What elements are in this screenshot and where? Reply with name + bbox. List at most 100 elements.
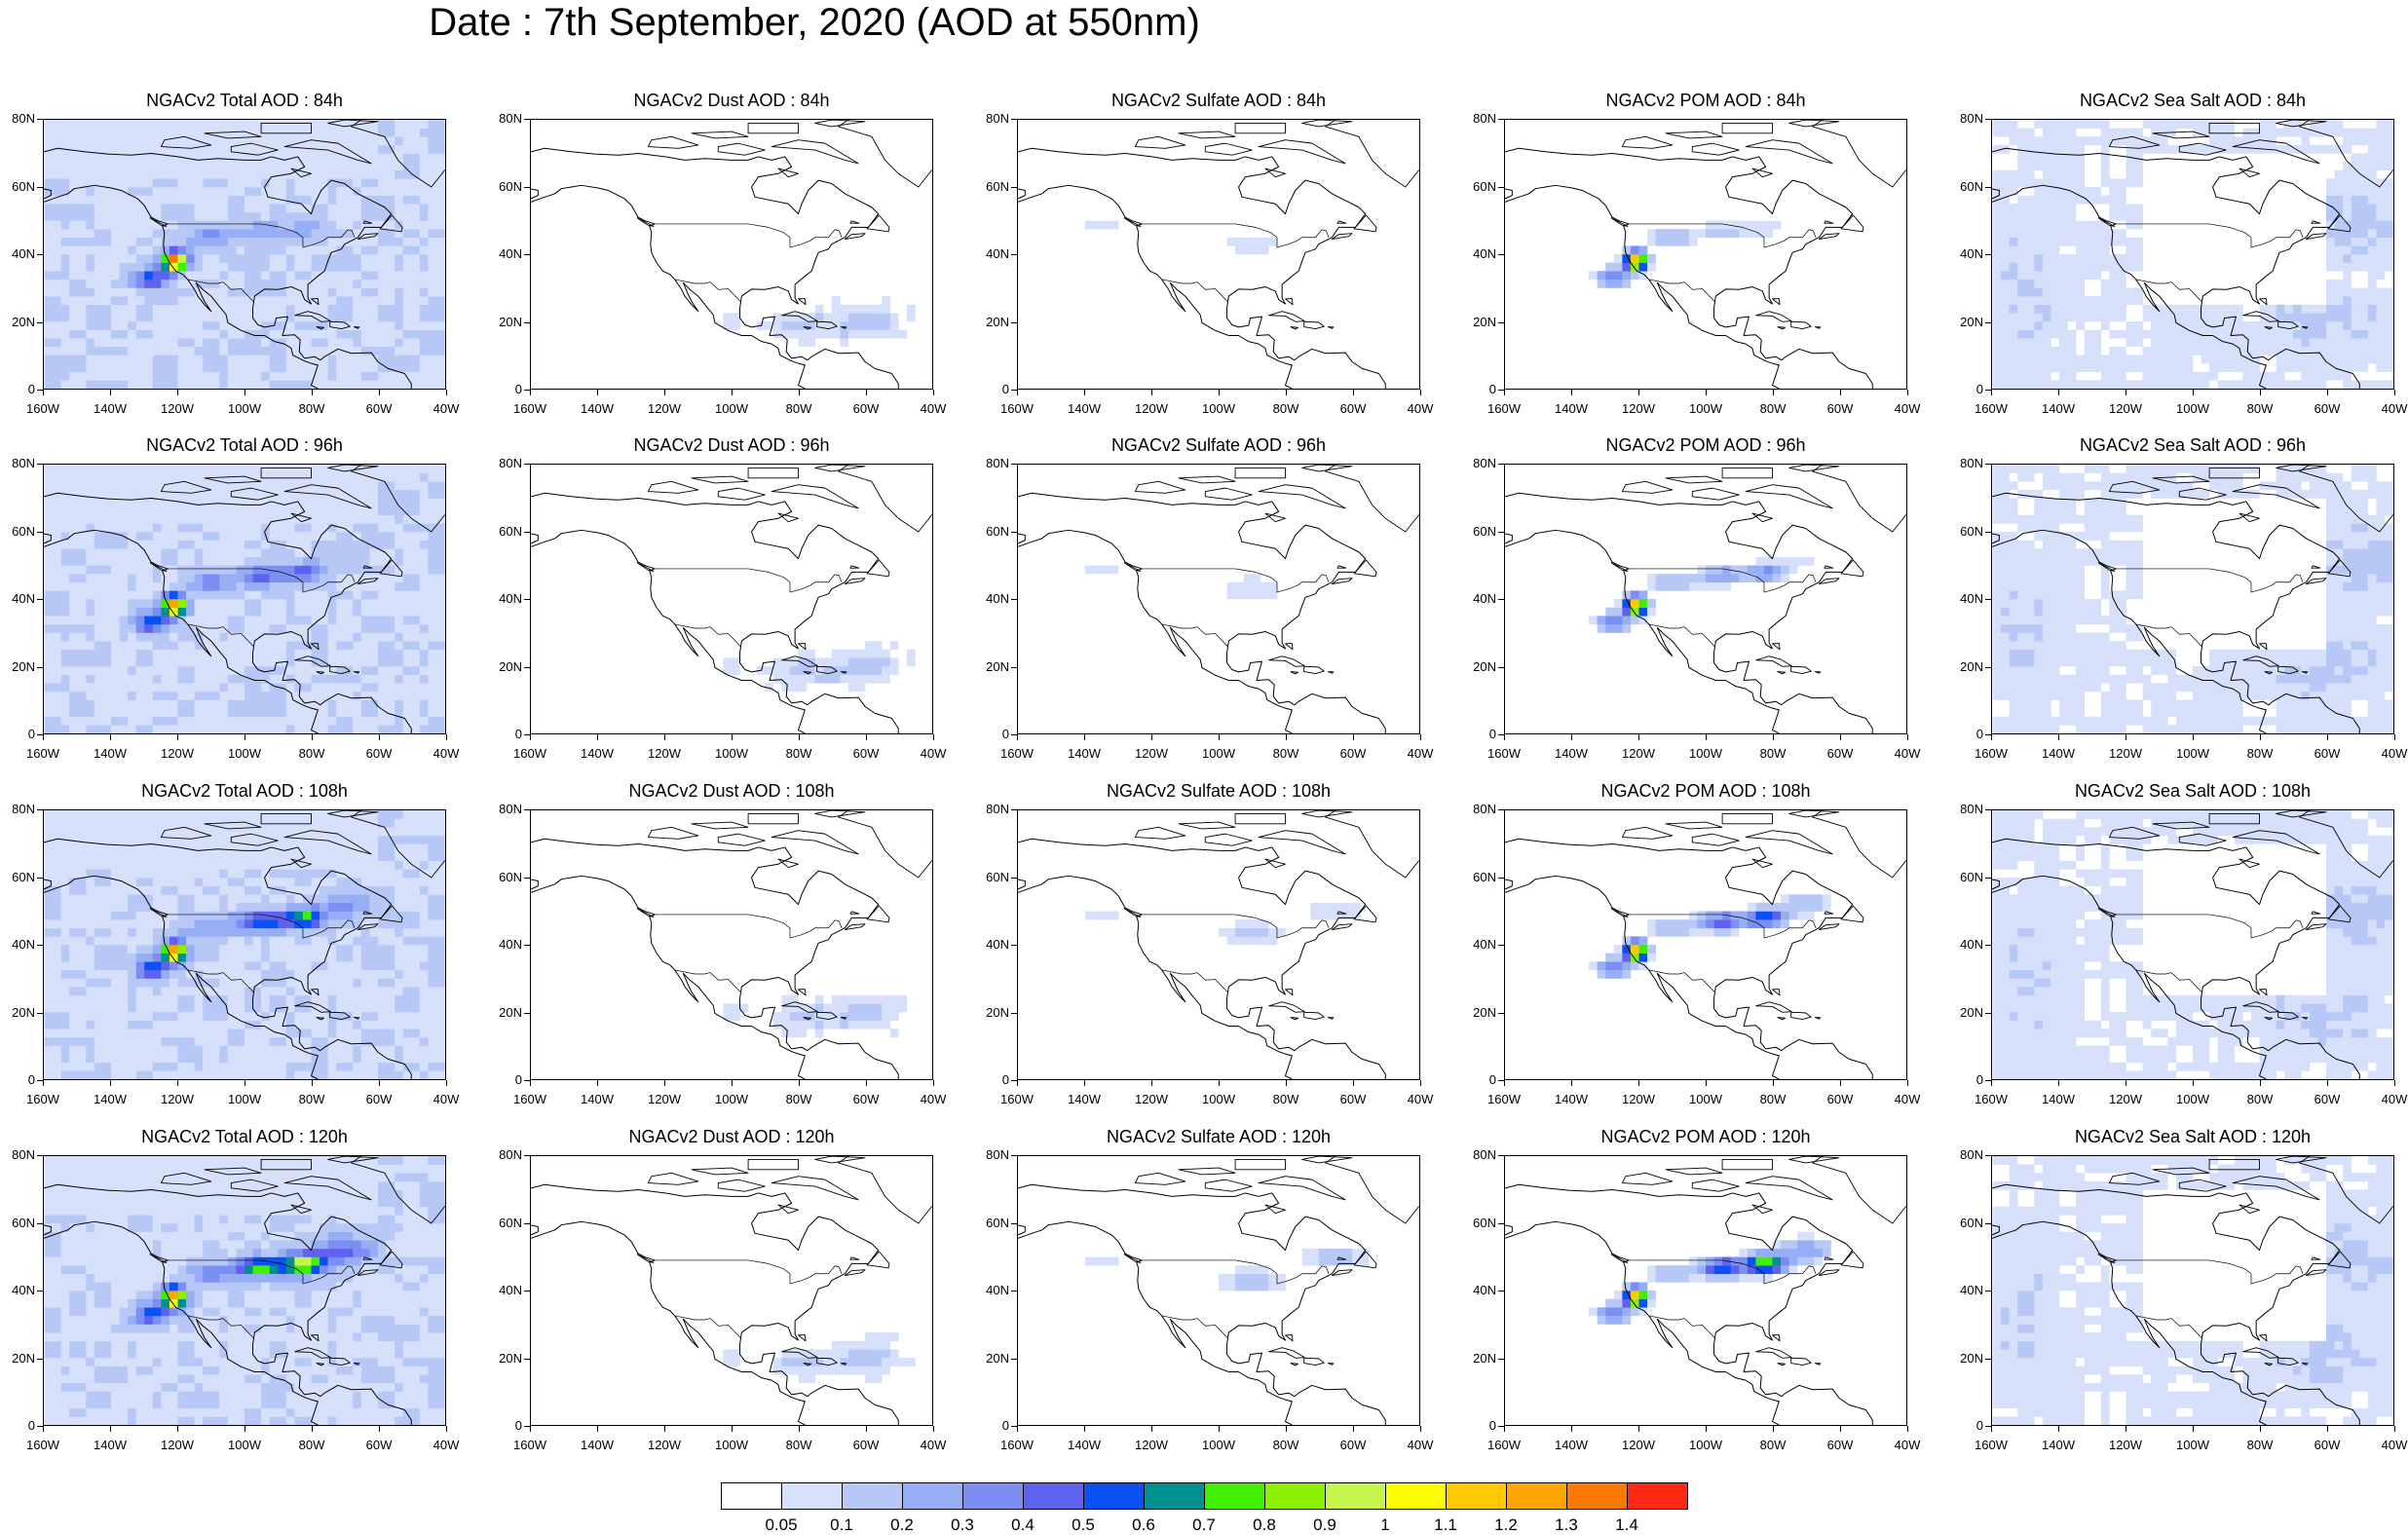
aod-cell (303, 363, 312, 372)
aod-cell (78, 574, 87, 582)
aod-cell (2376, 145, 2385, 154)
aod-cell (253, 490, 262, 499)
aod-cell (144, 692, 153, 700)
aod-cell (411, 296, 420, 305)
aod-cell (153, 263, 162, 272)
aod-cell (102, 523, 111, 532)
aod-cell (2193, 313, 2201, 321)
aod-cell (1260, 582, 1269, 591)
aod-cell (211, 372, 220, 381)
aod-cell (261, 280, 270, 288)
aod-cell (61, 288, 70, 297)
aod-cell (211, 288, 220, 297)
aod-cell (345, 330, 354, 339)
aod-cell (428, 254, 436, 263)
aod-cell (211, 566, 220, 575)
aod-cell (1235, 245, 1244, 254)
aod-cell (378, 288, 387, 297)
aod-cell (378, 599, 387, 608)
aod-cell (2017, 590, 2026, 599)
aod-cell (69, 666, 78, 675)
aod-cell (61, 548, 70, 557)
aod-cell (2368, 170, 2377, 179)
aod-cell (86, 204, 94, 212)
island-outline (1269, 656, 1305, 667)
aod-cell (2167, 363, 2176, 372)
aod-cell (53, 363, 61, 372)
aod-cell (1614, 280, 1623, 288)
aod-cell (1268, 582, 1277, 591)
aod-cell (245, 254, 253, 263)
aod-cell (2126, 162, 2134, 170)
aod-cell (369, 608, 378, 617)
aod-cell (2359, 162, 2368, 170)
aod-cell (2134, 221, 2143, 230)
aod-cell (219, 641, 228, 650)
aod-cell (69, 238, 78, 246)
aod-cell (120, 700, 129, 709)
aod-cell (211, 515, 220, 524)
aod-cell (2034, 363, 2043, 372)
aod-cell (378, 666, 387, 675)
aod-cell (345, 372, 354, 381)
aod-cell (69, 700, 78, 709)
aod-cell (86, 566, 94, 575)
aod-cell (2017, 238, 2026, 246)
aod-cell (44, 725, 53, 733)
aod-cell (2017, 523, 2026, 532)
lon-tick-label: 140W (573, 401, 621, 416)
aod-cell (2352, 196, 2360, 205)
aod-cell (69, 515, 78, 524)
aod-cell (69, 541, 78, 549)
aod-cell (2001, 599, 2010, 608)
aod-cell (2126, 221, 2134, 230)
aod-cell (2001, 372, 2010, 381)
lon-tick-mark (664, 734, 665, 740)
aod-cell (303, 599, 312, 608)
aod-cell (2001, 380, 2010, 389)
aod-cell (411, 657, 420, 666)
aod-cell (411, 372, 420, 381)
aod-cell (2134, 330, 2143, 339)
aod-cell (2043, 532, 2051, 541)
aod-cell (2176, 347, 2185, 356)
us-mexico-border (675, 280, 741, 302)
aod-cell (1260, 590, 1269, 599)
aod-cell (236, 154, 245, 163)
aod-cell (278, 566, 286, 575)
aod-cell (2017, 548, 2026, 557)
aod-cell (361, 666, 370, 675)
aod-cell (361, 372, 370, 381)
aod-cell (111, 590, 120, 599)
aod-cell (312, 473, 320, 482)
aod-cell (2352, 204, 2360, 212)
aod-cell (395, 338, 403, 347)
aod-cell (153, 683, 162, 692)
aod-cell (2101, 145, 2110, 154)
aod-cell (353, 363, 361, 372)
aod-cell (253, 599, 262, 608)
aod-cell (211, 187, 220, 196)
aod-cell (211, 162, 220, 170)
lat-tick-label: 60N (980, 524, 1009, 539)
aod-cell (161, 305, 169, 314)
aod-cell (420, 515, 429, 524)
aod-cell (2017, 145, 2026, 154)
aod-cell (411, 675, 420, 684)
aod-cell (53, 700, 61, 709)
arctic-island-outline (1752, 168, 1773, 177)
aod-cell (211, 145, 220, 154)
aod-cell (865, 313, 874, 321)
aod-cell (2017, 305, 2026, 314)
arctic-island-outline (1179, 131, 1235, 138)
aod-cell (823, 675, 832, 684)
aod-cell (2068, 145, 2077, 154)
aod-cell (186, 238, 195, 246)
aod-cell (2193, 347, 2201, 356)
aod-cell (111, 725, 120, 733)
aod-cell (228, 363, 237, 372)
aod-cell (865, 675, 874, 684)
aod-cell (395, 162, 403, 170)
aod-cell (2085, 245, 2093, 254)
aod-cell (2051, 641, 2059, 650)
